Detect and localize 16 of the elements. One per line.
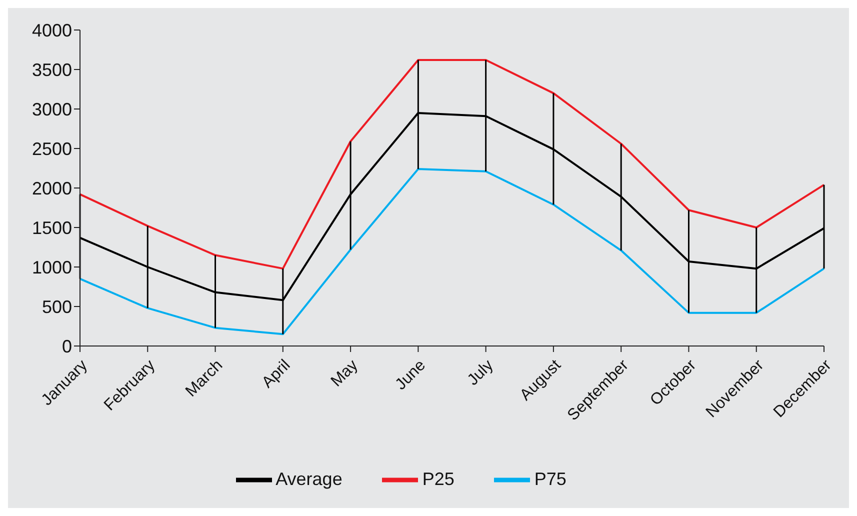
y-tick-label: 2500 — [32, 138, 72, 159]
x-tick-label: July — [464, 356, 497, 389]
y-tick-label: 1500 — [32, 218, 72, 238]
y-tick-label: 3500 — [32, 60, 72, 80]
line-series — [79, 168, 825, 336]
y-tick-label: 2000 — [32, 178, 72, 198]
line-series — [79, 59, 825, 270]
y-tick-label: 0 — [62, 336, 72, 356]
legend-label: Average — [276, 468, 342, 489]
legend-label: P25 — [422, 468, 454, 489]
y-tick-label: 4000 — [32, 20, 72, 40]
y-tick-label: 500 — [42, 296, 72, 317]
legend-label: P75 — [534, 468, 566, 489]
x-tick-label: May — [328, 356, 362, 390]
y-tick-label: 3000 — [32, 99, 72, 120]
y-tick-label: 1000 — [32, 257, 72, 278]
